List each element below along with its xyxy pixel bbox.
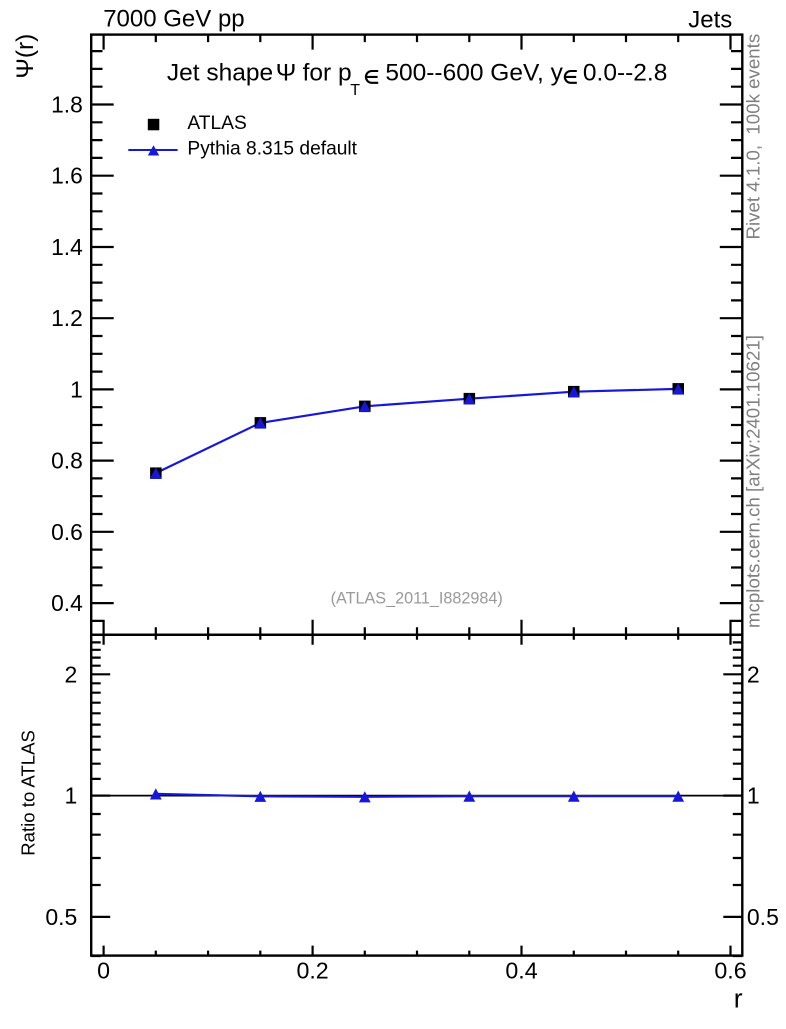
svg-text:1: 1	[70, 376, 83, 402]
svg-text:Ψ: Ψ	[276, 60, 296, 87]
svg-text:0.6: 0.6	[714, 958, 746, 984]
svg-text:0.0--2.8: 0.0--2.8	[583, 60, 667, 87]
svg-text:T: T	[350, 82, 360, 99]
svg-text:Rivet 4.1.0, 100k events: Rivet 4.1.0, 100k events	[742, 34, 763, 240]
svg-text:2: 2	[747, 661, 760, 687]
svg-text:0: 0	[97, 958, 110, 984]
svg-text:1.2: 1.2	[51, 305, 83, 331]
svg-text:1: 1	[747, 783, 760, 809]
svg-text:Jet shape: Jet shape	[167, 60, 273, 87]
svg-text:Ratio to ATLAS: Ratio to ATLAS	[17, 730, 38, 856]
svg-text:1: 1	[65, 783, 78, 809]
svg-text:0.5: 0.5	[747, 904, 779, 930]
svg-text:Pythia 8.315 default: Pythia 8.315 default	[187, 139, 357, 160]
svg-text:ATLAS: ATLAS	[187, 113, 246, 134]
svg-text:for p: for p	[303, 60, 352, 87]
svg-text:Jets: Jets	[688, 6, 732, 33]
svg-text:0.4: 0.4	[505, 958, 537, 984]
svg-text:(ATLAS_2011_I882984): (ATLAS_2011_I882984)	[331, 589, 503, 607]
svg-text:1.4: 1.4	[51, 234, 83, 260]
svg-text:0.4: 0.4	[51, 590, 83, 616]
svg-text:0.2: 0.2	[296, 958, 328, 984]
svg-text:0.5: 0.5	[45, 904, 77, 930]
svg-text:2: 2	[65, 661, 78, 687]
svg-text:1.6: 1.6	[51, 163, 83, 189]
svg-text:mcplots.cern.ch [arXiv:2401.10: mcplots.cern.ch [arXiv:2401.10621]	[742, 335, 763, 628]
svg-text:1.8: 1.8	[51, 92, 83, 118]
svg-text:0.8: 0.8	[51, 448, 83, 474]
svg-text:r: r	[734, 983, 743, 1013]
svg-text:Ψ(r): Ψ(r)	[12, 34, 39, 79]
svg-text:0.6: 0.6	[51, 519, 83, 545]
svg-text:500--600 GeV, y: 500--600 GeV, y	[385, 60, 563, 87]
svg-text:7000 GeV pp: 7000 GeV pp	[103, 5, 244, 32]
